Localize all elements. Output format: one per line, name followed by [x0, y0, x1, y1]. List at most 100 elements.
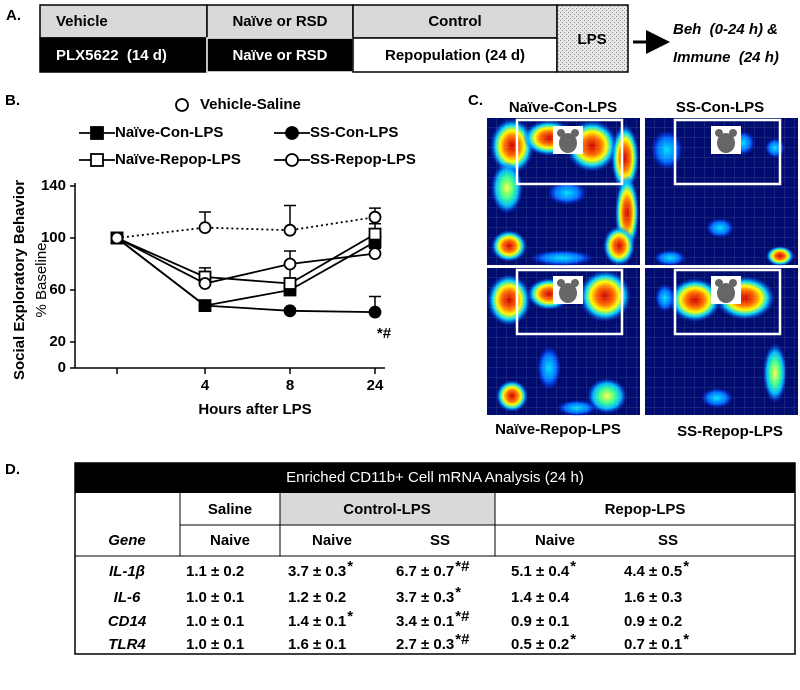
legend-label: Naïve-Repop-LPS — [115, 151, 241, 168]
cell: 3.7 ± 0.3 — [288, 563, 346, 580]
legend-label: Naïve-Con-LPS — [115, 124, 223, 141]
legend-label: SS-Repop-LPS — [310, 151, 416, 168]
legend-label: Vehicle-Saline — [200, 96, 301, 113]
y-tick-label: 60 — [49, 281, 66, 298]
panel-label: B. — [5, 92, 20, 109]
table-border — [74, 462, 796, 655]
table-title-bar — [75, 463, 795, 493]
mouse-body — [717, 283, 735, 303]
data-point — [283, 223, 297, 237]
column-header: SS — [658, 532, 678, 549]
column-header: Gene — [108, 532, 146, 549]
box-label: Control — [428, 13, 481, 30]
cell: 1.0 ± 0.1 — [186, 613, 244, 630]
box-label: Naïve or RSD — [232, 13, 327, 30]
data-point — [198, 277, 212, 290]
cell: 3.7 ± 0.3 — [396, 589, 454, 606]
group-header: Saline — [208, 501, 252, 518]
column-header: Naive — [535, 532, 575, 549]
box — [206, 37, 354, 73]
gene-name: CD14 — [108, 613, 147, 630]
column-header: Naive — [210, 532, 250, 549]
box-label: PLX5622 (14 d) — [56, 47, 167, 64]
mouse-ear — [557, 279, 565, 287]
data-point — [368, 305, 382, 319]
y-tick-label: 0 — [58, 359, 66, 376]
cell: 6.7 ± 0.7 — [396, 563, 454, 580]
data-point — [198, 221, 212, 235]
cell: 1.2 ± 0.2 — [288, 589, 346, 606]
data-point — [283, 257, 297, 271]
cell: 3.4 ± 0.1 — [396, 613, 454, 630]
series-line — [116, 237, 376, 285]
mouse-ear — [571, 279, 579, 287]
significance: * — [570, 631, 576, 648]
y-tick-label: 100 — [41, 229, 66, 246]
heatmap-label: Naïve-Repop-LPS — [495, 421, 621, 438]
group-shade — [280, 493, 495, 525]
x-tick-label: 24 — [367, 377, 384, 394]
data-point — [368, 227, 382, 241]
zone-box — [673, 268, 782, 336]
x-tick-label: 4 — [201, 377, 210, 394]
y-axis-sublabel: % Baseline — [33, 242, 50, 317]
panel-label: D. — [5, 461, 20, 478]
group-header: Repop-LPS — [605, 501, 686, 518]
mouse-ear — [729, 129, 737, 137]
cell: 0.9 ± 0.1 — [511, 613, 569, 630]
x-axis-label: Hours after LPS — [198, 401, 311, 418]
mouse-body — [717, 133, 735, 153]
zone-box — [515, 268, 624, 336]
mouse-body — [559, 283, 577, 303]
data-point — [283, 304, 297, 318]
significance: *# — [455, 608, 470, 625]
table-title: Enriched CD11b+ Cell mRNA Analysis (24 h… — [286, 469, 584, 486]
box-label: LPS — [577, 31, 606, 48]
box — [39, 4, 208, 39]
panel-label: C. — [468, 92, 483, 109]
group-header: Control-LPS — [343, 501, 431, 518]
panel-c: C. Naïve-Con-LPS SS-Con-LPS Naïve-Repop-… — [468, 92, 798, 440]
series-line — [116, 237, 376, 307]
panel-d: D. Enriched CD11b+ Cell mRNA Analysis (2… — [5, 461, 796, 655]
panel-a: A. Vehicle Naïve or RSD Control PLX5622 … — [6, 4, 779, 73]
heatmap-label: SS-Con-LPS — [676, 99, 764, 116]
legend-marker — [285, 153, 299, 167]
zone-box — [673, 118, 782, 186]
cell: 0.9 ± 0.2 — [624, 613, 682, 630]
gene-name: TLR4 — [108, 636, 146, 653]
data-point — [283, 277, 297, 290]
heatmap — [645, 118, 798, 266]
mouse-body — [559, 133, 577, 153]
significance: * — [347, 608, 353, 625]
significance: * — [683, 631, 689, 648]
legend-marker — [90, 126, 104, 140]
cell: 0.7 ± 0.1 — [624, 636, 682, 653]
cell: 1.1 ± 0.2 — [186, 563, 244, 580]
significance: *# — [455, 558, 470, 575]
data-point — [368, 210, 382, 224]
panel-label: A. — [6, 7, 21, 24]
significance: * — [455, 584, 461, 601]
cell: 1.0 ± 0.1 — [186, 636, 244, 653]
data-point — [368, 247, 382, 261]
box-label: Vehicle — [56, 13, 108, 30]
series-line — [116, 216, 376, 239]
cell: 1.6 ± 0.3 — [624, 589, 682, 606]
legend-marker — [285, 126, 299, 140]
x-tick-label: 8 — [286, 377, 294, 394]
significance: *# — [455, 631, 470, 648]
lps-box — [556, 4, 629, 73]
cell: 4.4 ± 0.5 — [624, 563, 682, 580]
box — [206, 4, 354, 39]
cell: 1.4 ± 0.4 — [511, 589, 570, 606]
significance: * — [570, 558, 576, 575]
heatmap — [645, 268, 798, 415]
legend-marker — [90, 153, 104, 167]
mouse-ear — [557, 129, 565, 137]
outcome: Immune (24 h) — [673, 49, 779, 66]
mouse-ear — [715, 129, 723, 137]
heatmap — [487, 268, 640, 416]
annotation: *# — [377, 325, 392, 342]
